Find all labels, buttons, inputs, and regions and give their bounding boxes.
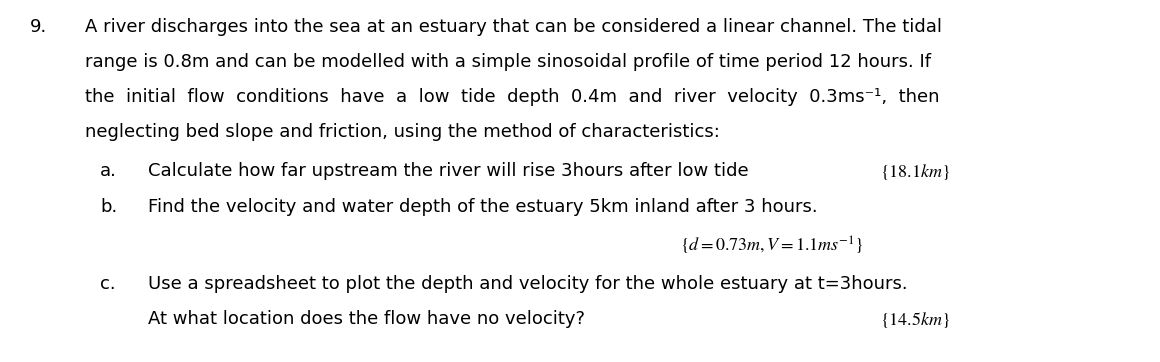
Text: neglecting bed slope and friction, using the method of characteristics:: neglecting bed slope and friction, using…	[85, 123, 720, 141]
Text: $\{18.1\mathit{km}\}$: $\{18.1\mathit{km}\}$	[880, 162, 950, 182]
Text: $\{d = 0.73m, V = 1.1ms^{-1}\}$: $\{d = 0.73m, V = 1.1ms^{-1}\}$	[680, 235, 863, 257]
Text: Calculate how far upstream the river will rise 3hours after low tide: Calculate how far upstream the river wil…	[148, 162, 748, 180]
Text: the  initial  flow  conditions  have  a  low  tide  depth  0.4m  and  river  vel: the initial flow conditions have a low t…	[85, 88, 940, 106]
Text: range is 0.8m and can be modelled with a simple sinosoidal profile of time perio: range is 0.8m and can be modelled with a…	[85, 53, 931, 71]
Text: Use a spreadsheet to plot the depth and velocity for the whole estuary at t=3hou: Use a spreadsheet to plot the depth and …	[148, 275, 907, 293]
Text: At what location does the flow have no velocity?: At what location does the flow have no v…	[148, 310, 585, 328]
Text: $\{14.5\mathit{km}\}$: $\{14.5\mathit{km}\}$	[880, 310, 950, 330]
Text: b.: b.	[100, 198, 117, 216]
Text: c.: c.	[100, 275, 116, 293]
Text: 9.: 9.	[30, 18, 48, 36]
Text: Find the velocity and water depth of the estuary 5km inland after 3 hours.: Find the velocity and water depth of the…	[148, 198, 818, 216]
Text: a.: a.	[100, 162, 117, 180]
Text: A river discharges into the sea at an estuary that can be considered a linear ch: A river discharges into the sea at an es…	[85, 18, 942, 36]
